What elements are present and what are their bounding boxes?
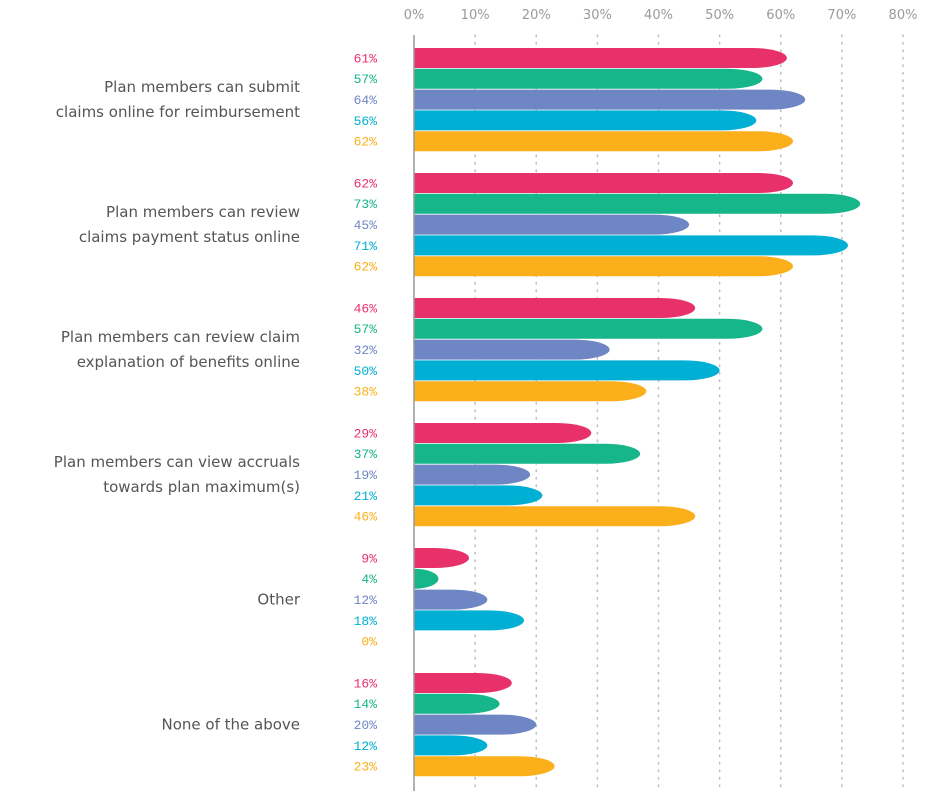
bar bbox=[414, 214, 690, 235]
category-label: Other bbox=[257, 591, 300, 609]
bar bbox=[414, 173, 793, 193]
bar bbox=[414, 235, 848, 256]
bar bbox=[414, 485, 543, 506]
value-label: 71% bbox=[354, 239, 378, 254]
value-label: 61% bbox=[354, 51, 378, 66]
bar bbox=[414, 506, 696, 527]
x-tick-label: 80% bbox=[889, 8, 918, 23]
bar bbox=[414, 423, 592, 443]
value-label: 9% bbox=[361, 551, 377, 566]
value-label: 62% bbox=[354, 176, 378, 191]
value-label: 50% bbox=[354, 364, 378, 379]
value-label: 16% bbox=[354, 676, 378, 691]
bar bbox=[414, 193, 861, 214]
value-label: 38% bbox=[354, 385, 378, 400]
x-tick-label: 70% bbox=[827, 8, 856, 23]
x-tick-label: 20% bbox=[522, 8, 551, 23]
category-label: None of the above bbox=[161, 716, 300, 734]
bar bbox=[414, 548, 470, 568]
value-label: 64% bbox=[354, 93, 378, 108]
bar bbox=[414, 735, 488, 756]
value-label: 23% bbox=[354, 760, 378, 775]
bar bbox=[414, 68, 763, 89]
bar bbox=[414, 673, 512, 693]
bar bbox=[414, 443, 641, 464]
bar bbox=[414, 568, 439, 589]
x-tick-label: 60% bbox=[766, 8, 795, 23]
value-label: 21% bbox=[354, 489, 378, 504]
bar bbox=[414, 256, 793, 277]
bar bbox=[414, 89, 806, 110]
bar bbox=[414, 110, 757, 131]
bar bbox=[414, 48, 787, 68]
bar bbox=[414, 589, 488, 610]
x-tick-label: 30% bbox=[583, 8, 612, 23]
value-label: 46% bbox=[354, 301, 378, 316]
category-label: Plan members can review claims payment st… bbox=[79, 203, 300, 246]
value-label: 20% bbox=[354, 718, 378, 733]
value-label: 57% bbox=[354, 72, 378, 87]
x-tick-label: 10% bbox=[461, 8, 490, 23]
value-label: 62% bbox=[354, 135, 378, 150]
x-tick-label: 40% bbox=[644, 8, 673, 23]
value-label: 57% bbox=[354, 322, 378, 337]
bar bbox=[414, 318, 763, 339]
x-tick-label: 50% bbox=[705, 8, 734, 23]
bar bbox=[414, 131, 793, 152]
value-label: 32% bbox=[354, 343, 378, 358]
bar bbox=[414, 298, 696, 318]
category-label: Plan members can submit claims online for… bbox=[56, 78, 300, 121]
value-label: 29% bbox=[354, 426, 378, 441]
value-label: 19% bbox=[354, 468, 378, 483]
bar bbox=[414, 339, 610, 360]
bar bbox=[414, 756, 555, 777]
value-label: 73% bbox=[354, 197, 378, 212]
bar bbox=[414, 714, 537, 735]
value-label: 46% bbox=[354, 510, 378, 525]
bar bbox=[414, 381, 647, 402]
value-label: 12% bbox=[354, 593, 378, 608]
value-label: 12% bbox=[354, 739, 378, 754]
value-label: 62% bbox=[354, 260, 378, 275]
value-label: 14% bbox=[354, 697, 378, 712]
value-label: 0% bbox=[361, 635, 377, 650]
bar bbox=[414, 360, 720, 381]
category-label: Plan members can review claim explanation… bbox=[61, 328, 300, 371]
value-label: 56% bbox=[354, 114, 378, 129]
category-label: Plan members can view accruals towards pl… bbox=[54, 453, 300, 496]
bar bbox=[414, 693, 500, 714]
value-label: 37% bbox=[354, 447, 378, 462]
bar bbox=[414, 610, 525, 631]
bar bbox=[414, 464, 531, 485]
value-label: 45% bbox=[354, 218, 378, 233]
value-label: 18% bbox=[354, 614, 378, 629]
value-label: 4% bbox=[361, 572, 377, 587]
x-tick-label: 0% bbox=[404, 8, 425, 23]
